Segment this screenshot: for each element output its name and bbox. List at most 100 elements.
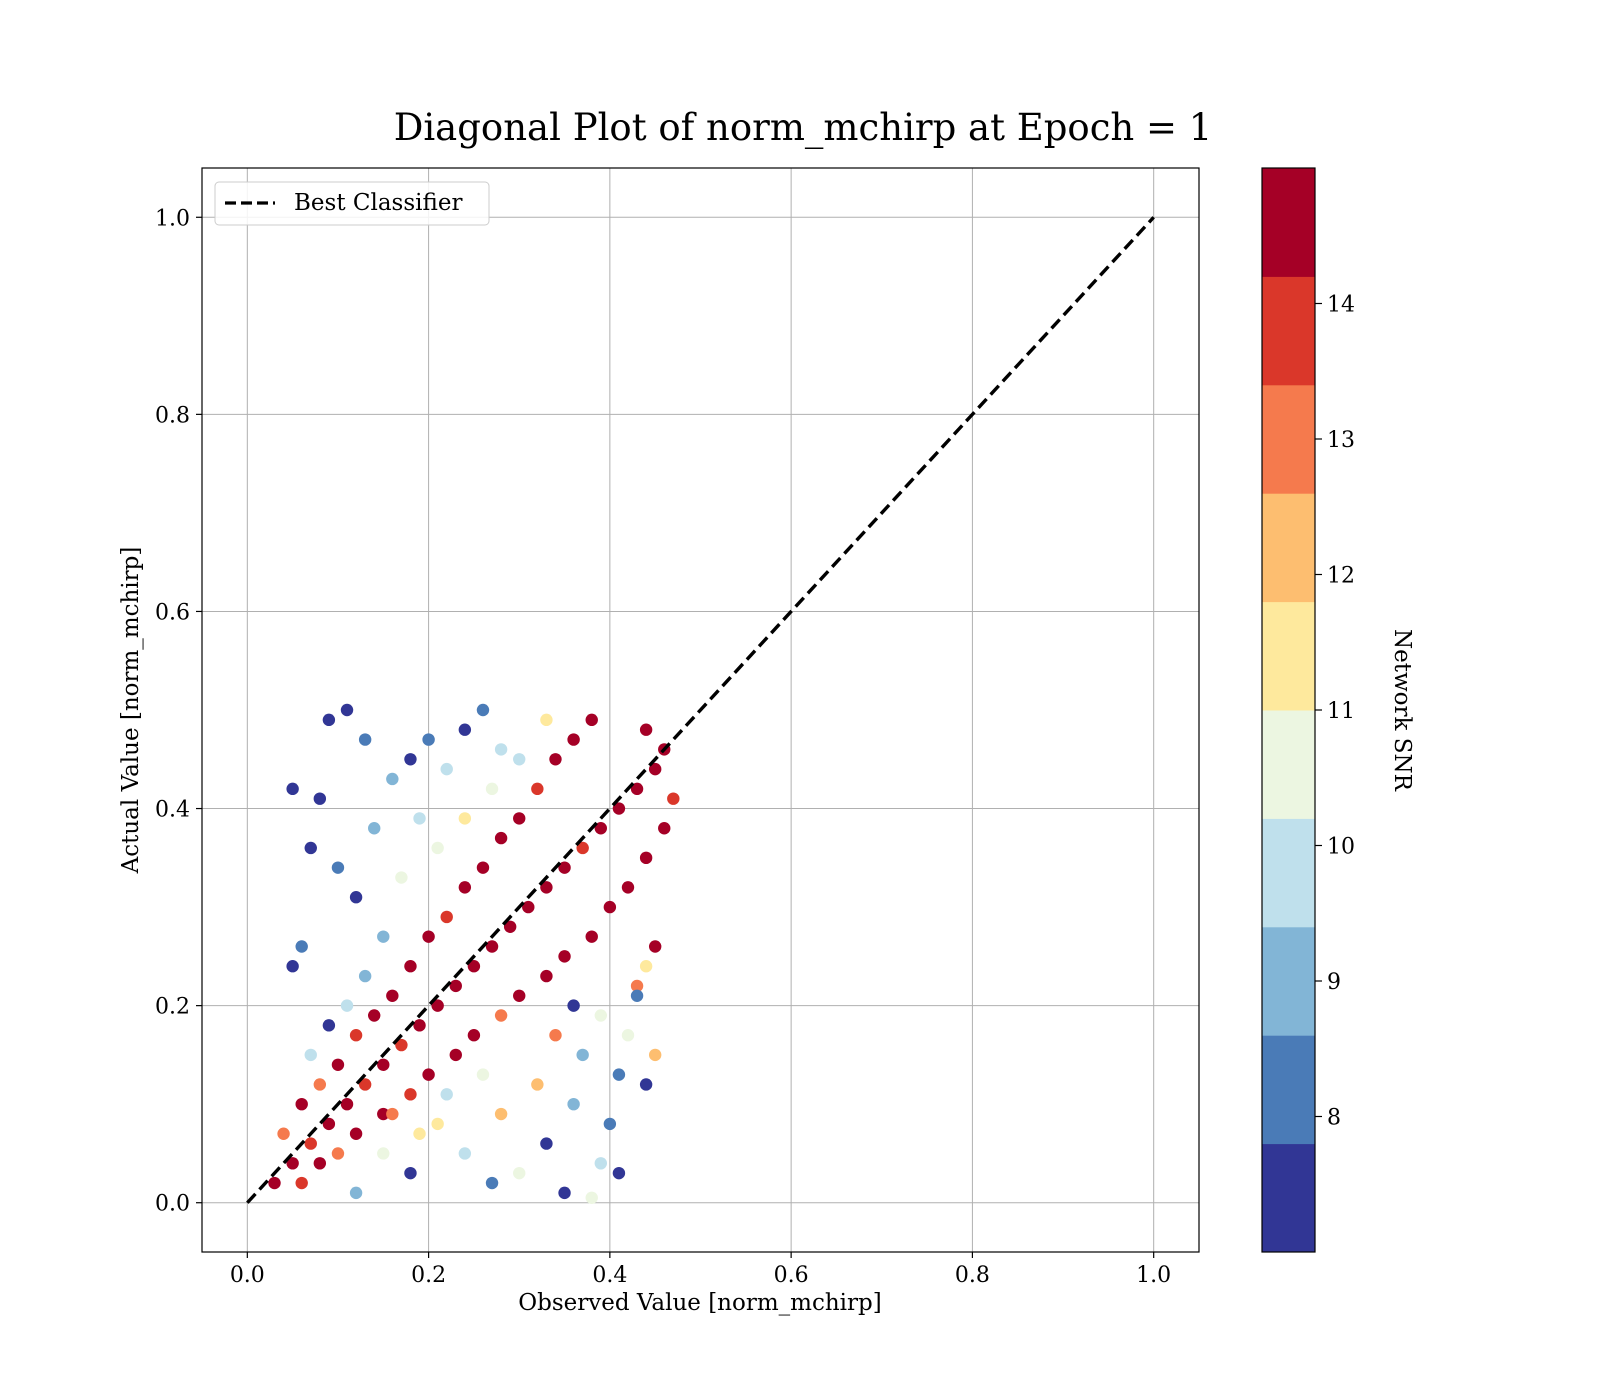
scatter-point [476,861,490,874]
scatter-point [295,940,308,953]
scatter-point [648,1048,662,1062]
scatter-point [368,822,381,835]
scatter-point [612,802,626,815]
scatter-point [594,1157,607,1170]
scatter-point [485,940,499,953]
scatter-point [395,871,408,884]
scatter-point [513,989,526,1002]
scatter-point [639,851,653,865]
scatter-point [503,920,517,933]
legend-box [214,181,490,226]
scatter-point [549,753,562,766]
scatter-point [277,1127,290,1140]
scatter-point [331,861,345,874]
scatter-point [630,979,644,993]
scatter-point [422,733,435,746]
scatter-point [413,1019,426,1032]
scatter-point [594,822,607,835]
scatter-point [458,881,472,894]
scatter-point [286,960,299,973]
scatter-point [358,1078,372,1091]
plot-frame [201,167,1200,1253]
colorbar-tick-label: 13 [1327,428,1355,453]
scatter-point [485,782,499,796]
scatter-point [603,1117,617,1131]
scatter-point [377,1058,390,1071]
scatter-point [395,1038,408,1052]
x-tick-label: 0.4 [592,1263,627,1288]
scatter-point [377,1147,390,1160]
scatter-point [304,841,317,855]
legend-label-best-classifier: Best Classifier [294,190,462,216]
colorbar-tick-label: 14 [1327,293,1355,318]
scatter-point [268,1176,281,1190]
scatter-point [558,861,571,874]
colorbar-segment [1262,493,1315,603]
scatter-point [286,782,299,796]
x-tick-label: 1.0 [1136,1263,1171,1288]
scatter-point [513,1166,526,1180]
scatter-point [648,762,662,776]
chart-title: Diagonal Plot of norm_mchirp at Epoch = … [394,106,1213,150]
scatter-point [476,703,490,717]
scatter-point [431,841,444,855]
scatter-point [621,1029,635,1042]
scatter-point [386,989,399,1002]
y-tick-label: 0.2 [155,995,190,1020]
scatter-point [331,1147,345,1160]
scatter-point [531,782,544,796]
scatter-point [313,1157,327,1170]
scatter-point [513,753,526,766]
scatter-point [639,960,653,973]
scatter-point [422,930,435,943]
scatter-point [377,930,390,943]
colorbar-tick-label: 11 [1327,699,1355,724]
scatter-point [612,1068,626,1081]
scatter-point [386,1107,399,1121]
scatter-point [386,772,399,786]
y-axis-label: Actual Value [norm_mchirp] [118,547,144,875]
scatter-point [576,841,589,855]
scatter-point [422,1068,435,1081]
scatter-point [440,762,453,776]
scatter-point [540,881,553,894]
scatter-point [585,713,598,727]
scatter-point [458,1147,472,1160]
scatter-point [331,1058,345,1071]
scatter-point [295,1176,308,1190]
scatter-point [630,782,644,796]
scatter-point [667,792,680,805]
colorbar-segment [1262,601,1315,711]
y-tick-label: 0.6 [155,600,190,625]
scatter-point [522,900,535,914]
scatter-point [603,900,617,914]
scatter-points [268,703,680,1205]
scatter-point [440,1088,453,1101]
scatter-point [449,1048,462,1062]
scatter-point [467,1029,481,1042]
scatter-point [322,713,336,727]
scatter-point [639,723,653,736]
scatter-point [404,1166,417,1180]
x-tick-label: 0.0 [230,1263,265,1288]
colorbar-segment [1262,710,1315,819]
scatter-point [313,1078,327,1091]
scatter-point [404,960,417,973]
scatter-point [431,999,444,1012]
y-tick-label: 1.0 [155,206,190,231]
colorbar-segment [1262,1143,1315,1253]
scatter-point [413,1127,426,1140]
scatter-point [449,979,462,993]
scatter-point [567,733,580,746]
scatter-point [630,989,644,1002]
scatter-point [440,910,453,924]
scatter-point [304,1048,317,1062]
scatter-point [458,723,472,736]
scatter-point [358,969,372,983]
x-tick-label: 0.2 [411,1263,446,1288]
scatter-point [304,1137,317,1150]
colorbar-label: Network SNR [1389,629,1415,792]
colorbar-tick-label: 9 [1327,970,1341,995]
scatter-point [286,1157,299,1170]
